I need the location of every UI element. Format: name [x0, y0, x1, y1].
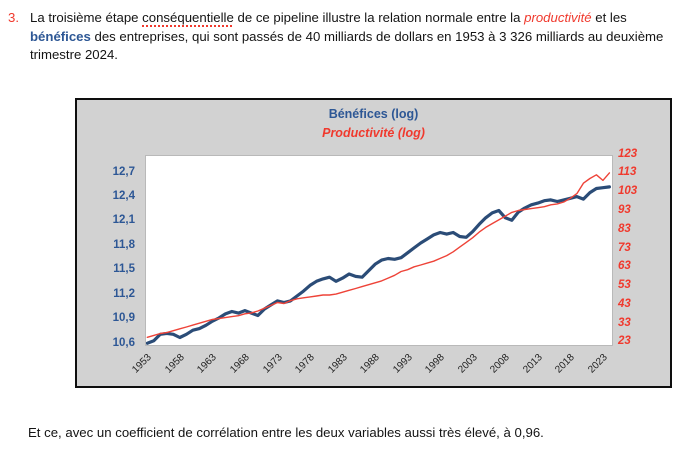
- x-axis-tick: 2023: [586, 352, 610, 376]
- left-axis-tick: 11,2: [113, 287, 135, 300]
- x-axis-tick: 2008: [488, 352, 513, 376]
- conclusion-text: Et ce, avec un coefficient de corrélatio…: [28, 425, 544, 440]
- left-axis-tick: 11,8: [113, 238, 135, 251]
- plot-area: [145, 155, 613, 346]
- x-axis-tick: 1993: [390, 352, 415, 376]
- chart-title-benefices: Bénéfices (log): [328, 107, 419, 121]
- paragraph-segment-normal: et les: [591, 10, 627, 25]
- right-axis-tick: 83: [618, 222, 631, 235]
- paragraph-segment-normal: des entreprises, qui sont passés de 40 m…: [30, 28, 664, 63]
- chart-title-productivite: Productivité (log): [322, 126, 425, 140]
- x-axis-tick: 1983: [325, 352, 350, 376]
- x-axis-tick: 2018: [553, 352, 578, 376]
- left-axis-tick: 12,7: [112, 165, 135, 178]
- paragraph-segment-red-italic: productivité: [524, 10, 592, 25]
- right-axis-tick: 63: [618, 260, 631, 273]
- chart-panel: Bénéfices (log) Productivité (log) 12,7 1…: [75, 98, 672, 388]
- productivite-line: [146, 172, 611, 339]
- x-axis-tick: 1973: [260, 352, 285, 376]
- paragraph-segment-normal: de ce pipeline illustre la relation norm…: [233, 10, 525, 25]
- left-axis-tick: 12,1: [112, 214, 135, 227]
- paragraph-segment-misspelled: conséquentielle: [142, 10, 234, 25]
- x-axis-tick: 1958: [163, 352, 187, 376]
- paragraph-segment-normal: La troisième étape: [30, 10, 143, 25]
- right-axis-tick: 73: [618, 241, 631, 254]
- right-axis-tick: 33: [618, 316, 631, 329]
- left-axis-tick: 10,6: [112, 336, 135, 349]
- paragraph-text: La troisième étape conséquentielle de ce…: [30, 9, 664, 65]
- right-axis-tick: 113: [618, 166, 637, 179]
- right-axis-tick: 23: [618, 335, 631, 348]
- x-axis-tick: 2003: [455, 352, 480, 376]
- left-axis-tick: 11,5: [113, 263, 135, 276]
- right-axis-tick: 93: [618, 203, 631, 216]
- x-axis-tick: 1963: [195, 352, 220, 376]
- benefices-line: [146, 185, 611, 345]
- paragraph-segment-blue-bold: bénéfices: [30, 28, 91, 44]
- right-axis-tick: 43: [618, 297, 631, 310]
- left-axis-tick: 10,9: [112, 312, 135, 325]
- x-axis-tick: 2013: [521, 352, 545, 376]
- right-axis-tick: 53: [618, 279, 631, 292]
- numbered-paragraph: 3. La troisième étape conséquentielle de…: [8, 9, 664, 65]
- left-axis-tick: 12,4: [112, 189, 135, 202]
- right-axis-tick: 103: [618, 185, 638, 198]
- x-axis-tick: 1953: [130, 352, 155, 376]
- line-chart-svg: [146, 172, 611, 345]
- right-axis-tick: 123: [618, 147, 638, 160]
- x-axis-tick: 1968: [228, 352, 252, 376]
- x-axis-tick: 1998: [423, 352, 447, 376]
- list-number: 3.: [8, 10, 19, 25]
